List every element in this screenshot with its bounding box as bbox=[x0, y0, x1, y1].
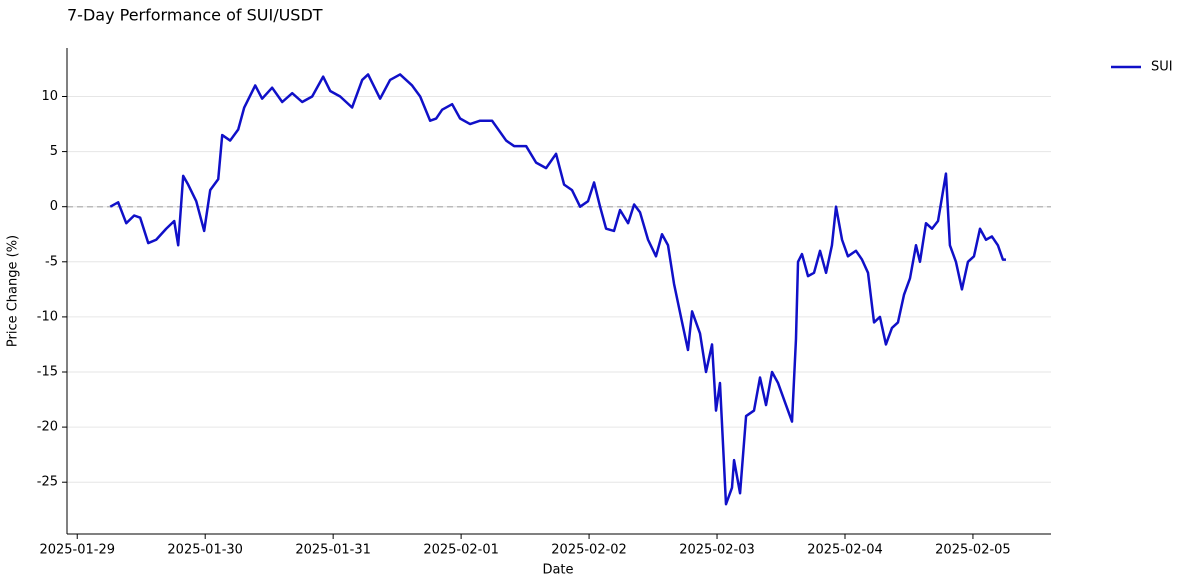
legend-label: SUI bbox=[1151, 60, 1173, 75]
x-tick-label: 2025-02-02 bbox=[551, 543, 627, 558]
x-tick-label: 2025-02-03 bbox=[679, 543, 755, 558]
x-tick-label: 2025-02-04 bbox=[807, 543, 883, 558]
x-tick-label: 2025-02-01 bbox=[423, 543, 499, 558]
x-tick-label: 2025-01-29 bbox=[39, 543, 115, 558]
y-tick-label: -10 bbox=[37, 309, 58, 324]
x-tick-label: 2025-02-05 bbox=[935, 543, 1011, 558]
y-axis-label: Price Change (%) bbox=[6, 235, 21, 347]
line-series bbox=[109, 73, 1006, 506]
y-tick-label: -5 bbox=[45, 254, 58, 269]
y-tick-label: 0 bbox=[50, 199, 58, 214]
x-tick-label: 2025-01-30 bbox=[167, 543, 243, 558]
x-tick-label: 2025-01-31 bbox=[295, 543, 371, 558]
x-axis-label: Date bbox=[542, 563, 573, 578]
y-tick-label: -25 bbox=[37, 475, 58, 490]
y-tick-label: -20 bbox=[37, 420, 58, 435]
y-tick-label: -15 bbox=[37, 365, 58, 380]
y-tick-label: 5 bbox=[50, 144, 58, 159]
y-tick-label: 10 bbox=[41, 89, 58, 104]
chart-title: 7-Day Performance of SUI/USDT bbox=[67, 6, 323, 25]
